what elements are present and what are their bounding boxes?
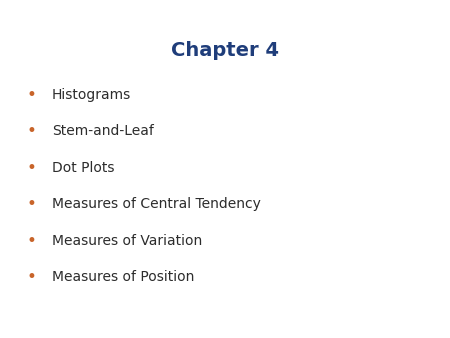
- Text: •: •: [27, 122, 36, 140]
- Text: Stem-and-Leaf: Stem-and-Leaf: [52, 124, 153, 138]
- Text: Measures of Position: Measures of Position: [52, 270, 194, 284]
- Text: Dot Plots: Dot Plots: [52, 161, 114, 175]
- Text: Chapter 4: Chapter 4: [171, 41, 279, 59]
- Text: Measures of Variation: Measures of Variation: [52, 234, 202, 248]
- Text: •: •: [27, 268, 36, 286]
- Text: •: •: [27, 86, 36, 104]
- Text: Measures of Central Tendency: Measures of Central Tendency: [52, 197, 261, 211]
- Text: •: •: [27, 195, 36, 213]
- Text: Histograms: Histograms: [52, 88, 131, 102]
- Text: •: •: [27, 159, 36, 177]
- Text: •: •: [27, 232, 36, 250]
